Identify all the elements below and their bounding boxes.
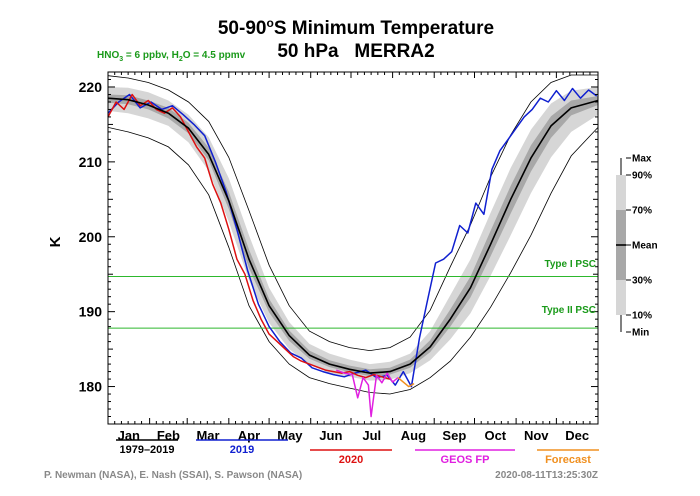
plot-frame — [107, 71, 599, 425]
title-suffix: S Minimum Temperature — [274, 18, 494, 39]
psc-type2-label: Type II PSC — [542, 305, 596, 316]
psc-reference-lines — [108, 275, 598, 329]
chem-text-2: = 6 ppbv, H — [123, 50, 179, 61]
legend-name-2: 2020 — [339, 454, 363, 466]
y-tick-label: 210 — [79, 154, 103, 170]
series-line-3 — [335, 369, 399, 418]
title-degree: o — [266, 16, 273, 30]
y-tick-label: 180 — [79, 379, 103, 395]
series-line-0 — [107, 97, 599, 374]
legend-name-0: 1979–2019 — [119, 444, 174, 456]
title-prefix: 50-90 — [218, 18, 267, 39]
series-lines — [107, 87, 599, 418]
chem-sub-1: 3 — [119, 56, 123, 63]
chart-title: 50-90oS Minimum Temperature — [218, 16, 494, 39]
y-tick-label: 220 — [79, 79, 103, 95]
min-line — [107, 127, 599, 395]
legend-label: Mean — [632, 241, 658, 252]
band-10-90 — [108, 87, 598, 381]
chemistry-note: HNO3 = 6 ppbv, H2O = 4.5 ppmv — [97, 50, 246, 63]
x-month-label: Aug — [401, 428, 426, 443]
chem-text-3: O = 4.5 ppmv — [183, 50, 246, 61]
legend-label: 30% — [632, 276, 652, 287]
percentile-legend: Max 90% 70% Mean 30% 10% Min — [616, 154, 658, 339]
series-line-4 — [397, 377, 415, 388]
legend-label: 90% — [632, 171, 652, 182]
y-axis-label: K — [47, 236, 64, 247]
x-month-label: Oct — [484, 428, 506, 443]
psc-type1-label: Type I PSC — [545, 259, 597, 270]
legend-label: Max — [632, 154, 652, 165]
percentile-bands — [108, 87, 598, 381]
y-tick-label: 190 — [79, 304, 103, 320]
legend-name-1: 2019 — [230, 444, 254, 456]
legend-name-3: GEOS FP — [441, 454, 490, 466]
y-tick-label: 200 — [79, 229, 103, 245]
legend-name-4: Forecast — [545, 454, 591, 466]
credit-authors: P. Newman (NASA), E. Nash (SSAI), S. Paw… — [44, 470, 302, 481]
y-axis-ticks: 180 190 200 210 220 — [79, 71, 598, 425]
legend-label: Min — [632, 328, 649, 339]
legend-label: 70% — [632, 206, 652, 217]
chart-subtitle: 50 hPa MERRA2 — [277, 41, 434, 62]
credit-timestamp: 2020-08-11T13:25:30Z — [495, 470, 598, 481]
legend-label: 10% — [632, 311, 652, 322]
series-line-1 — [107, 87, 598, 388]
x-month-label: Sep — [442, 428, 466, 443]
x-month-label: Jun — [319, 428, 342, 443]
x-month-label: Dec — [565, 428, 589, 443]
x-month-label: Nov — [524, 428, 549, 443]
x-month-label: Jul — [362, 428, 381, 443]
series-legend: 1979–2019 2019 2020 GEOS FP Forecast — [116, 439, 599, 466]
chem-text-1: HNO — [97, 50, 119, 61]
chem-sub-2: 2 — [179, 56, 183, 63]
band-30-70 — [108, 94, 598, 377]
